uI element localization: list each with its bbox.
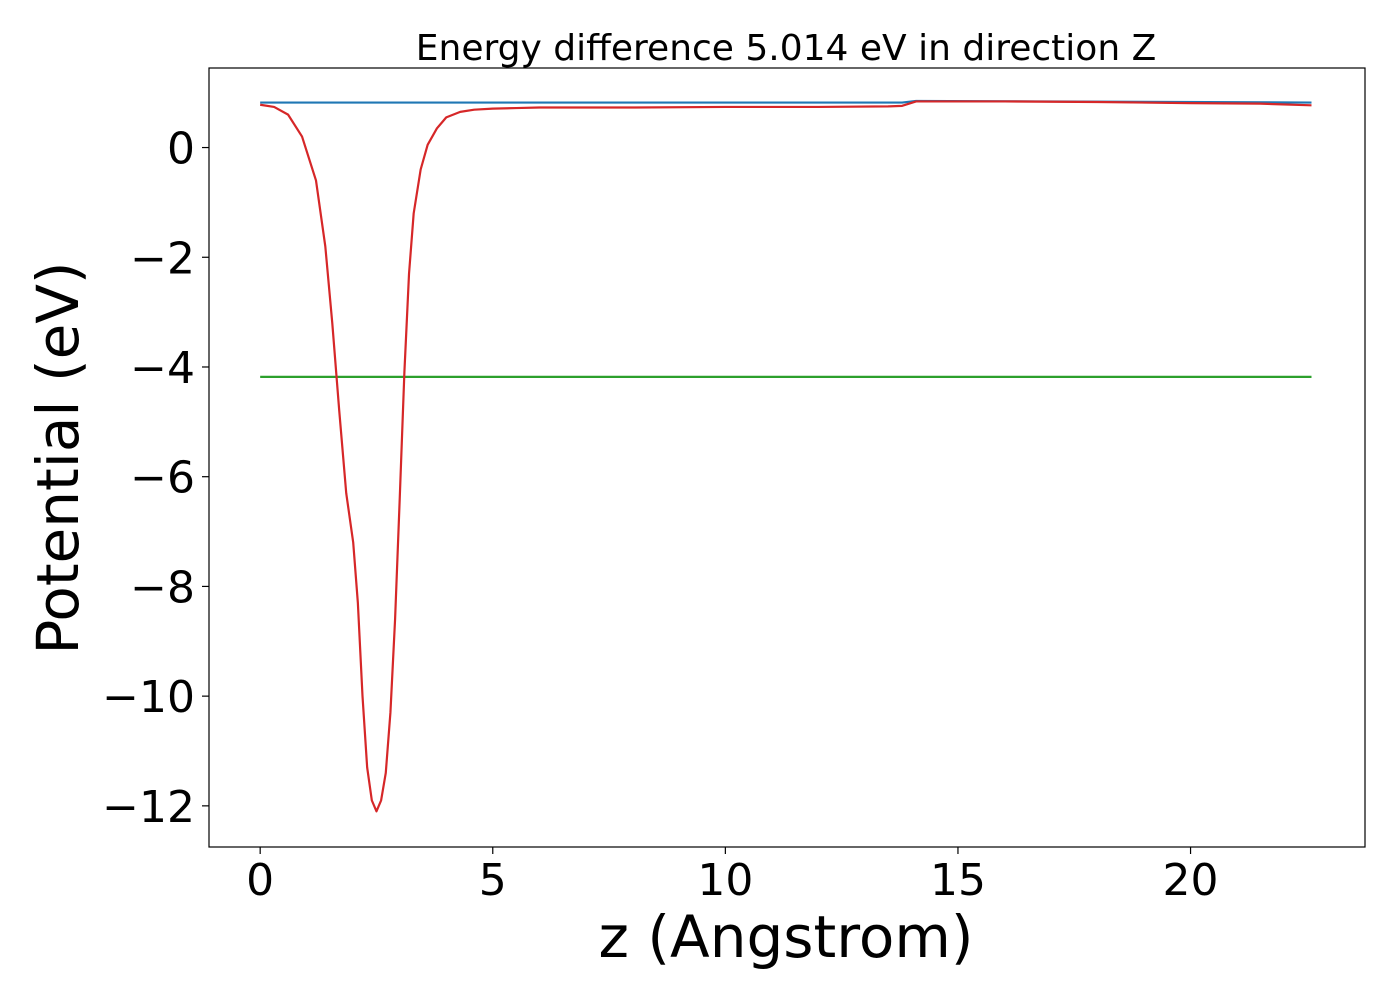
series-layer [259,99,1312,813]
y-tick-label: 0 [167,124,195,175]
x-axis-ticks: 0 5 10 15 20 [246,847,1219,906]
x-tick-label: 0 [246,855,274,906]
chart-title: Energy difference 5.014 eV in direction … [416,28,1157,69]
y-axis-ticks: 0 −2 −4 −6 −8 −10 −12 [102,124,209,833]
y-tick-label: −12 [102,782,195,833]
y-tick-label: −6 [130,453,195,504]
y-tick-label: −4 [130,343,195,394]
x-tick-label: 5 [479,855,507,906]
x-tick-label: 15 [930,855,986,906]
y-axis-label: Potential (eV) [24,261,92,654]
x-tick-label: 10 [697,855,753,906]
x-axis-label: z (Angstrom) [599,903,974,971]
y-tick-label: −8 [130,562,195,613]
y-tick-label: −2 [130,233,195,284]
y-tick-label: −10 [102,672,195,723]
plot-area-frame [208,67,1366,848]
x-tick-label: 20 [1163,855,1219,906]
series-line-2 [259,100,1312,813]
